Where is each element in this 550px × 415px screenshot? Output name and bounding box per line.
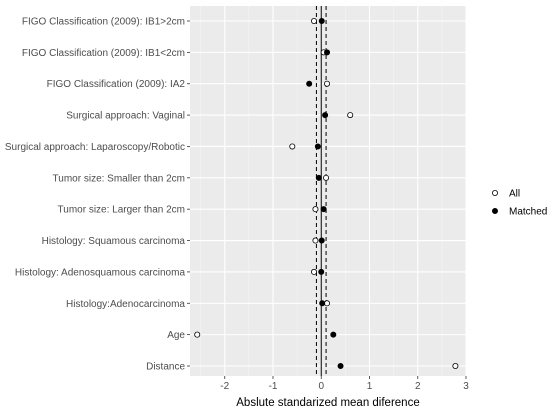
legend-all-label: All	[509, 189, 520, 200]
point-all	[311, 17, 318, 24]
point-matched	[315, 174, 322, 181]
y-tick-label: Tumor size: Larger than 2cm	[58, 205, 185, 216]
legend-matched-marker	[491, 207, 498, 214]
plot-panel	[190, 6, 466, 376]
point-all	[311, 268, 318, 275]
legend-all-marker	[491, 189, 498, 196]
point-matched	[318, 17, 325, 24]
x-tick-label: 3	[463, 381, 469, 392]
point-matched	[306, 80, 313, 87]
point-all	[312, 206, 319, 213]
x-axis-title: Abslute standarized mean diference	[236, 397, 419, 409]
point-matched	[314, 143, 321, 150]
legend-matched-label: Matched	[509, 207, 547, 218]
y-tick-label: Age	[167, 330, 185, 341]
y-tick-label: FIGO Classification (2009): IB1<2cm	[22, 48, 185, 59]
x-tick-label: 1	[367, 381, 373, 392]
y-tick-label: Histology: Squamous carcinoma	[42, 236, 186, 247]
data-points	[194, 17, 459, 369]
x-tick-label: 2	[415, 381, 421, 392]
x-tick-label: -2	[220, 381, 229, 392]
y-tick-label: FIGO Classification (2009): IA2	[47, 79, 186, 90]
point-all	[452, 362, 459, 369]
y-tick-label: Surgical approach: Vaginal	[66, 111, 185, 122]
point-matched	[322, 112, 329, 119]
legend: All Matched	[491, 189, 547, 218]
point-matched	[337, 362, 344, 369]
point-matched	[324, 49, 331, 56]
point-all	[323, 174, 330, 181]
point-all	[312, 237, 319, 244]
reference-lines	[315, 6, 327, 376]
y-tick-label: Surgical approach: Laparoscopy/Robotic	[5, 142, 185, 153]
x-axis: -2 -1 0 1 2 3	[220, 376, 469, 392]
y-tick-label: Histology: Adenosquamous carcinoma	[15, 267, 186, 278]
point-all	[324, 300, 331, 307]
y-axis: FIGO Classification (2009): IB1>2cm FIGO …	[5, 17, 190, 373]
point-matched	[318, 268, 325, 275]
point-matched	[320, 206, 327, 213]
point-matched	[318, 237, 325, 244]
point-all	[194, 331, 201, 338]
y-tick-label: Histology:Adenocarcinoma	[66, 299, 185, 310]
y-tick-label: Tumor size: Smaller than 2cm	[53, 173, 185, 184]
x-tick-label: -1	[269, 381, 278, 392]
point-all	[289, 143, 296, 150]
y-tick-label: Distance	[146, 362, 185, 373]
point-matched	[319, 300, 326, 307]
x-tick-label: 0	[318, 381, 324, 392]
minor-gridlines	[200, 6, 443, 376]
point-matched	[330, 331, 337, 338]
y-tick-label: FIGO Classification (2009): IB1>2cm	[22, 17, 185, 28]
point-all	[324, 80, 331, 87]
point-all	[347, 112, 354, 119]
